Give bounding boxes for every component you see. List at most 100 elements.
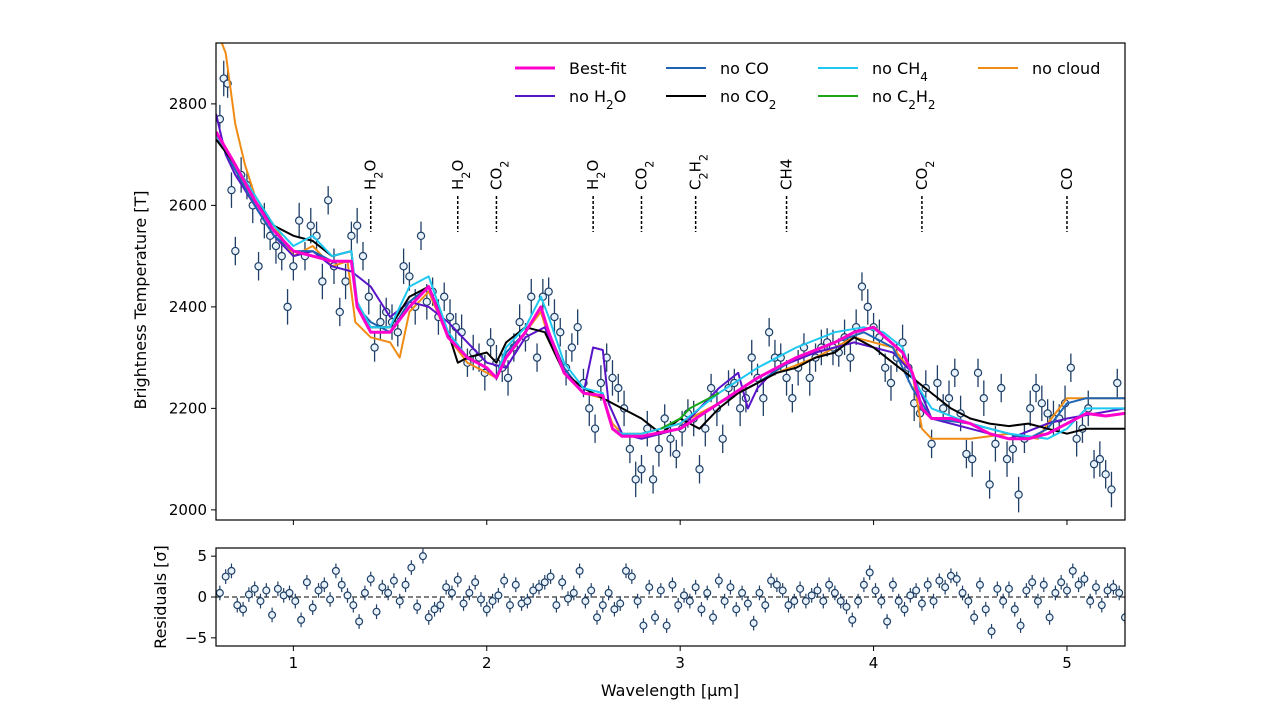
residual-marker (656, 586, 665, 595)
residual-point (511, 577, 520, 593)
residual-marker (685, 597, 694, 606)
residual-point (529, 583, 538, 598)
residual-marker (964, 597, 973, 606)
residual-marker (337, 580, 346, 589)
residual-point (999, 593, 1008, 609)
residual-marker (366, 575, 375, 584)
observed-point (886, 365, 896, 401)
residual-point (761, 597, 770, 613)
residual-point (778, 583, 787, 598)
observed-marker (318, 277, 327, 286)
residual-marker (807, 591, 816, 600)
residual-marker (975, 580, 984, 589)
residual-marker (894, 597, 903, 606)
residuals-y-axis-label: Residuals [σ] (151, 545, 170, 649)
observed-marker (277, 251, 286, 261)
residual-marker (761, 601, 770, 610)
residual-marker (569, 588, 578, 597)
legend-entry: no cloud (978, 59, 1100, 78)
residual-point (964, 593, 973, 609)
residual-marker (1016, 621, 1025, 630)
observed-point (643, 410, 652, 447)
residual-point (772, 577, 781, 593)
residual-point (314, 583, 323, 598)
residual-point (807, 588, 816, 603)
residual-point (1062, 583, 1071, 598)
y-tick-label: 2000 (169, 501, 207, 519)
residual-marker (593, 613, 602, 622)
residual-marker (372, 607, 381, 616)
legend-entry: no H2O (515, 87, 626, 112)
annotation-label: C2H2 (687, 154, 711, 190)
residual-point (888, 577, 897, 593)
observed-marker (660, 414, 669, 423)
residual-point (842, 599, 851, 615)
observed-marker (654, 444, 664, 454)
residual-marker (755, 588, 764, 597)
observed-point (393, 318, 402, 347)
residual-marker (784, 601, 793, 610)
residual-point (830, 585, 839, 601)
observed-point (701, 410, 710, 447)
observed-marker (573, 322, 582, 332)
residual-marker (813, 586, 822, 595)
residual-point (239, 601, 248, 617)
x-tick-label: 4 (869, 654, 879, 672)
residual-marker (1097, 601, 1106, 610)
residual-marker (720, 597, 729, 606)
residual-marker (552, 601, 561, 610)
observed-point (347, 221, 356, 251)
observed-point (1101, 460, 1110, 489)
residual-point (935, 573, 944, 589)
residual-point (703, 585, 712, 601)
residual-marker (216, 588, 224, 597)
residual-point (680, 588, 689, 603)
residual-point (801, 593, 810, 609)
observed-point (735, 390, 745, 427)
residual-point (883, 614, 892, 629)
residual-marker (1062, 586, 1071, 595)
observed-marker (440, 292, 449, 301)
observed-marker (596, 378, 606, 388)
model-line-no-c-h- (660, 392, 720, 430)
residual-marker (842, 602, 851, 611)
residual-marker (1068, 566, 1077, 575)
residual-point (790, 593, 799, 609)
residual-point (476, 592, 485, 607)
observed-marker (985, 480, 994, 489)
observed-point (323, 186, 333, 215)
residual-marker (256, 597, 265, 606)
observed-point (486, 328, 495, 357)
legend-label: no C2H2 (872, 87, 936, 112)
observed-point (283, 289, 292, 325)
residual-marker (360, 588, 369, 597)
residual-point (331, 563, 340, 579)
residual-point (993, 581, 1002, 597)
residual-marker (285, 588, 294, 597)
residuals-y-axis: −5 0 5 (185, 547, 216, 647)
residual-marker (610, 605, 619, 614)
residual-marker (1115, 588, 1124, 597)
observed-point (550, 299, 559, 335)
residual-point (523, 593, 532, 609)
observed-point (585, 390, 594, 427)
observed-marker (863, 302, 872, 312)
observed-marker (991, 439, 1000, 449)
residual-point (563, 591, 572, 606)
residual-point (1039, 577, 1048, 593)
residual-marker (981, 605, 990, 614)
observed-marker (532, 353, 542, 362)
residual-marker (308, 603, 317, 612)
residual-point (389, 573, 398, 589)
residual-point (401, 577, 410, 593)
residual-point (796, 581, 805, 597)
residual-marker (825, 580, 834, 589)
observed-point (440, 282, 449, 311)
residual-point (1028, 574, 1037, 590)
residual-marker (581, 597, 590, 606)
residual-marker (865, 568, 874, 577)
observed-marker (590, 424, 600, 433)
legend-label: no H2O (569, 87, 626, 112)
residual-point (1080, 571, 1089, 587)
residual-point (216, 585, 224, 601)
